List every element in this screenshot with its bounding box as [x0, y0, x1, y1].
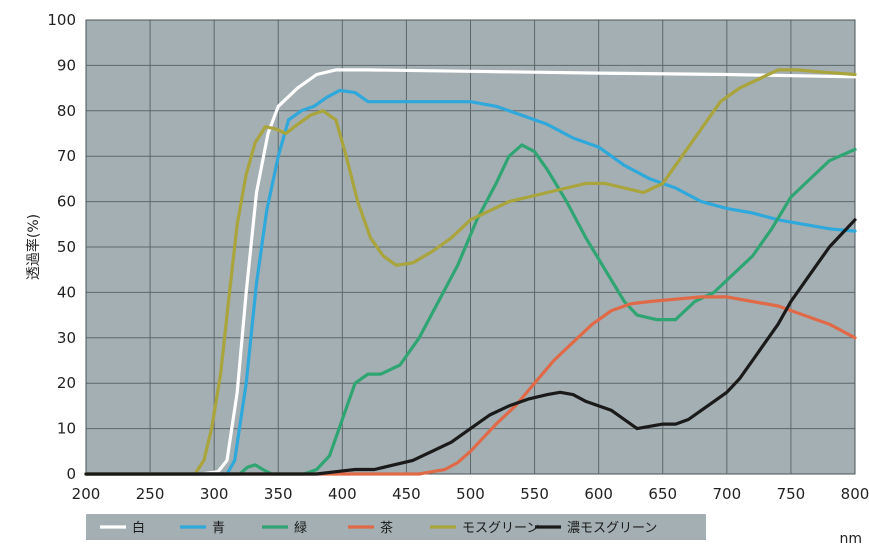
- x-tick-label: 450: [392, 485, 421, 503]
- x-tick-label: 350: [264, 485, 293, 503]
- x-tick-label: 550: [520, 485, 549, 503]
- y-tick-label: 0: [66, 465, 76, 483]
- series-line-5: [84, 218, 857, 476]
- plot-border: [85, 19, 856, 475]
- y-axis-label: 透過率(%): [25, 214, 42, 280]
- series-group: [84, 68, 857, 476]
- y-tick-label: 100: [47, 11, 76, 29]
- y-tick-label: 40: [57, 283, 76, 301]
- legend-label-5: 濃モスグリーン: [567, 521, 657, 536]
- x-tick-label: 250: [136, 485, 165, 503]
- series-line-3: [84, 295, 857, 476]
- legend-label-3: 茶: [380, 520, 393, 536]
- y-tick-label: 20: [57, 374, 76, 392]
- x-axis-unit: nm: [839, 531, 862, 546]
- x-tick-label: 650: [648, 485, 677, 503]
- x-tick-label: 400: [328, 485, 357, 503]
- legend: 白 青 緑 茶 モスグリーン 濃モスグリーン: [86, 514, 706, 540]
- x-tick-label: 750: [777, 485, 806, 503]
- y-tick-label: 30: [57, 329, 76, 347]
- series-line-4: [84, 68, 857, 476]
- y-tick-label: 90: [57, 56, 76, 74]
- y-tick-label: 60: [57, 193, 76, 211]
- legend-label-2: 緑: [294, 521, 307, 536]
- x-tick-label: 700: [713, 485, 742, 503]
- series-line-1: [84, 88, 857, 476]
- x-tick-label: 600: [584, 485, 613, 503]
- series-line-0: [84, 68, 857, 476]
- x-tick-label: 200: [72, 485, 101, 503]
- y-tick-label: 50: [57, 238, 76, 256]
- y-tick-label: 80: [57, 102, 76, 120]
- x-tick-label: 300: [200, 485, 229, 503]
- legend-label-0: 白: [132, 520, 145, 536]
- x-tick-label: 800: [841, 485, 869, 503]
- y-tick-label: 10: [57, 420, 76, 438]
- legend-label-4: モスグリーン: [462, 521, 539, 536]
- legend-label-1: 青: [212, 521, 225, 536]
- y-tick-label: 70: [57, 147, 76, 165]
- x-tick-label: 500: [456, 485, 485, 503]
- tick-labels: 0 10 20 30 40 50 60 70 80 90 100 200 250 300 350 400 450…: [47, 11, 869, 503]
